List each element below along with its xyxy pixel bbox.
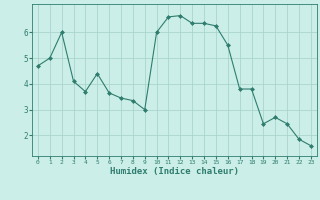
X-axis label: Humidex (Indice chaleur): Humidex (Indice chaleur) (110, 167, 239, 176)
